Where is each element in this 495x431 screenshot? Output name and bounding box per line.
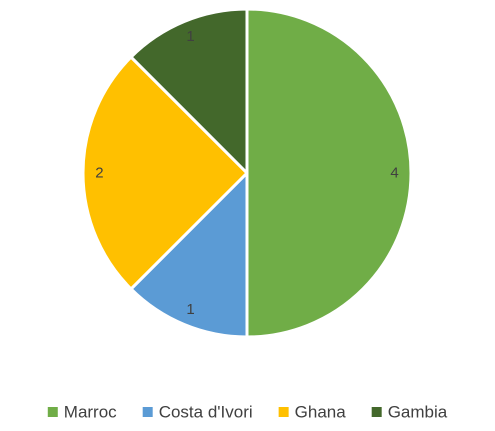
legend-label-ghana: Ghana [295,403,347,422]
legend-label-gambia: Gambia [388,403,448,422]
legend-item-gambia: Gambia [371,403,448,422]
legend-item-costa-d-ivori: Costa d'Ivori [142,403,253,422]
legend-item-ghana: Ghana [278,403,347,422]
data-label-gambia: 1 [186,28,194,45]
data-label-costa-d-ivori: 1 [186,301,194,318]
pie-slice-costa-d-ivori [129,171,249,339]
legend: Marroc Costa d'Ivori Ghana Gambia [47,403,448,422]
legend-label-marroc: Marroc [64,403,117,422]
data-label-marroc: 4 [390,165,398,182]
legend-label-costa-d-ivori: Costa d'Ivori [159,403,253,422]
pie-slice-marroc [245,7,413,339]
legend-marker-costa-d-ivori [142,407,153,417]
legend-item-marroc: Marroc [47,403,117,422]
pie-slices [81,7,413,339]
legend-marker-gambia [371,407,382,417]
data-label-ghana: 2 [95,165,103,182]
legend-marker-ghana [278,407,289,417]
data-labels: 4 1 2 1 [95,28,399,318]
legend-marker-marroc [47,407,58,417]
pie-slice-ghana [81,55,249,291]
pie-slice-gambia [129,7,249,175]
